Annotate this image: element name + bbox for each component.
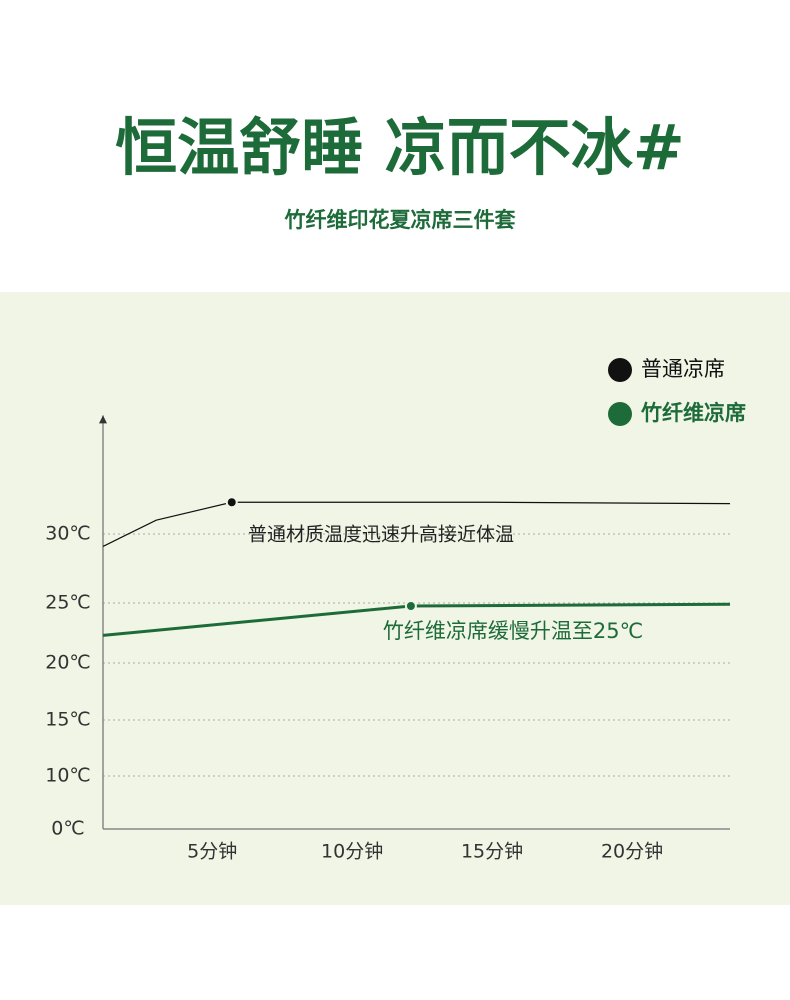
y-tick-label: 30℃	[45, 523, 91, 545]
y-tick-label: 10℃	[45, 765, 91, 787]
x-tick-label: 10分钟	[321, 841, 383, 863]
y-tick-label: 25℃	[45, 592, 91, 614]
y-axis-arrow	[99, 415, 107, 424]
chart-subtitle: 竹纤维印花夏凉席三件套	[284, 208, 516, 232]
x-tick-label: 5分钟	[187, 841, 237, 863]
legend-label: 普通凉席	[641, 357, 725, 381]
legend-label: 竹纤维凉席	[640, 401, 746, 425]
point-marker	[404, 600, 417, 612]
x-tick-label: 15分钟	[461, 841, 523, 863]
point-marker	[225, 496, 238, 509]
y-tick-label: 15℃	[45, 709, 91, 731]
y-tick-label: 0℃	[51, 818, 84, 840]
panel	[0, 292, 790, 905]
legend-marker	[608, 358, 632, 382]
x-tick-label: 20分钟	[601, 841, 663, 863]
chart-title: 恒温舒睡 凉而不冰#	[115, 111, 685, 184]
y-tick-label: 20℃	[45, 652, 91, 674]
annotation: 普通材质温度迅速升高接近体温	[248, 524, 514, 546]
annotation: 竹纤维凉席缓慢升温至25℃	[383, 619, 643, 643]
legend-marker	[608, 402, 632, 426]
